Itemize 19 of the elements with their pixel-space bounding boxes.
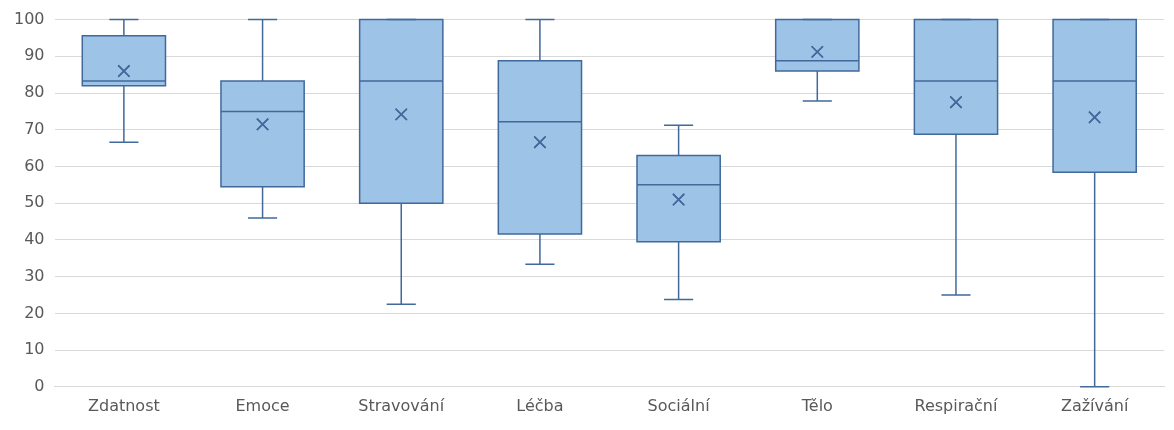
- x-tick-label: Emoce: [235, 395, 290, 415]
- y-tick-label: 70: [24, 118, 45, 138]
- y-tick-label: 30: [24, 265, 45, 285]
- x-tick-label: Respirační: [914, 395, 998, 415]
- x-tick-label: Léčba: [516, 395, 564, 415]
- x-tick-label: Tělo: [800, 395, 833, 415]
- y-tick-label: 20: [24, 302, 45, 322]
- x-tick-label: Zažívání: [1060, 395, 1129, 415]
- y-tick-label: 40: [24, 229, 45, 249]
- x-tick-label: Stravování: [358, 395, 445, 415]
- y-tick-label: 80: [24, 82, 45, 102]
- x-tick-label: Sociální: [647, 395, 711, 415]
- y-tick-label: 10: [24, 339, 45, 359]
- y-tick-label: 60: [24, 155, 45, 175]
- y-tick-label: 90: [24, 45, 45, 65]
- y-tick-label: 50: [24, 192, 45, 212]
- y-tick-label: 0: [34, 375, 45, 395]
- y-tick-label: 100: [13, 8, 45, 28]
- x-tick-label: Zdatnost: [88, 395, 160, 415]
